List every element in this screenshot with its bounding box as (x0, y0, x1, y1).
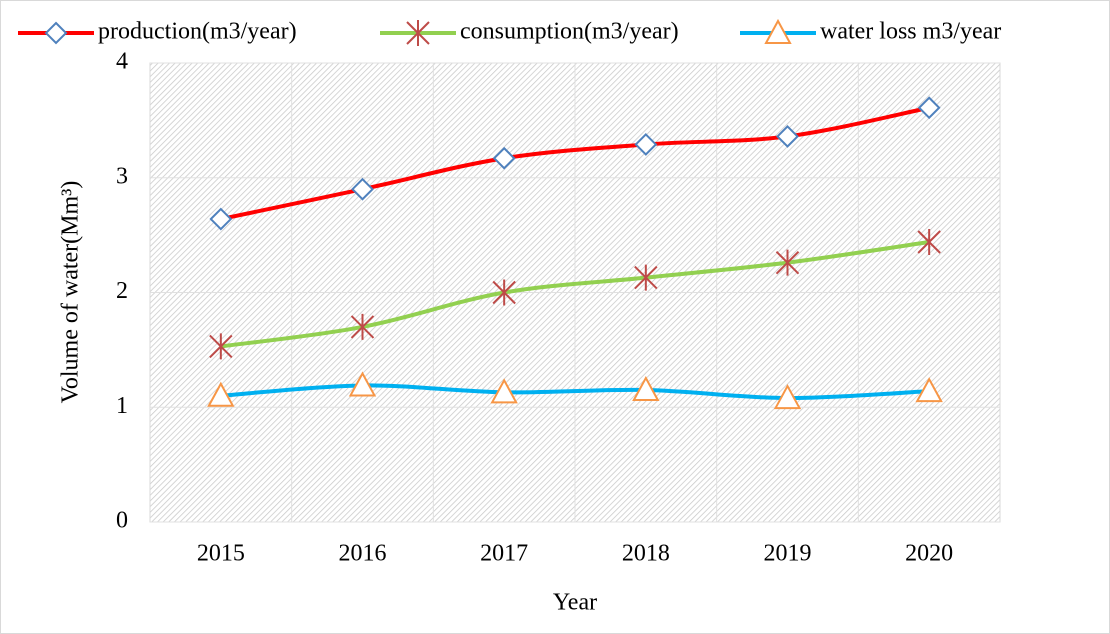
marker (492, 146, 516, 170)
y-axis-label: Volume of water(Mm³) (58, 181, 84, 404)
y-tick-label: 1 (116, 393, 128, 419)
marker (634, 133, 658, 156)
x-tick-label: 2018 (622, 541, 670, 567)
marker (490, 378, 518, 404)
marker (207, 381, 235, 407)
marker (776, 125, 799, 148)
marker (915, 377, 943, 403)
x-tick-label: 2015 (197, 541, 245, 567)
marker (773, 383, 802, 410)
legend-label: production(m3/year) (98, 19, 297, 45)
x-axis-label: Year (553, 590, 597, 616)
legend-marker (44, 21, 68, 45)
marker (917, 96, 941, 120)
marker (634, 264, 658, 291)
marker (351, 177, 374, 201)
marker (632, 375, 660, 402)
series-line (220, 240, 930, 349)
marker (348, 371, 377, 397)
legend-label: consumption(m3/year) (460, 19, 679, 45)
y-tick-label: 2 (116, 278, 128, 304)
marker (917, 229, 941, 256)
x-tick-label: 2019 (764, 541, 812, 567)
legend-label: water loss m3/year (820, 19, 1001, 45)
marker (492, 279, 516, 306)
marker (209, 207, 233, 231)
x-tick-label: 2016 (339, 541, 387, 567)
series-line (220, 383, 930, 401)
y-tick-label: 3 (116, 163, 128, 189)
x-tick-label: 2017 (480, 541, 528, 567)
series-line (220, 105, 930, 222)
legend-marker (406, 20, 430, 46)
x-tick-label: 2020 (905, 541, 953, 567)
marker (775, 249, 800, 276)
marker (209, 333, 233, 360)
legend-marker (764, 18, 792, 44)
y-tick-label: 4 (116, 49, 128, 75)
marker (350, 313, 375, 340)
y-tick-label: 0 (116, 508, 128, 534)
